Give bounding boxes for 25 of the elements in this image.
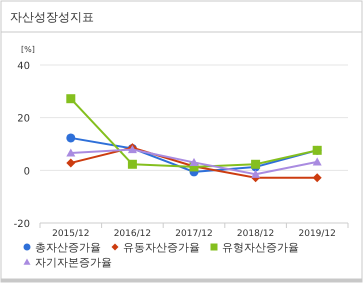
y-tick-label: 0 [24, 166, 30, 178]
y-tick-label: -20 [14, 219, 30, 230]
legend-label: 유동자산증가율 [123, 241, 200, 254]
x-tick-label: 2016/12 [114, 229, 152, 239]
x-tick-label: 2017/12 [175, 229, 213, 239]
point [190, 158, 198, 166]
chart-title: 자산성장성지표 [10, 10, 94, 24]
y-tick-label: 40 [17, 61, 30, 72]
point [128, 160, 137, 169]
point [312, 157, 322, 166]
point [66, 133, 76, 142]
y-tick-label: 20 [17, 114, 30, 125]
point [66, 148, 76, 157]
legend-label: 자기자본증가율 [35, 256, 112, 269]
point [251, 170, 260, 178]
point [251, 160, 260, 169]
legend-label: 유형자산증가율 [222, 241, 299, 254]
point [312, 173, 322, 182]
x-tick-label: 2019/12 [298, 229, 336, 239]
point [66, 158, 76, 168]
point [66, 94, 76, 104]
x-tick-label: 2018/12 [236, 229, 274, 239]
x-tick-label: 2015/12 [52, 229, 90, 239]
legend-label: 총자산증가율 [35, 241, 101, 254]
y-axis-title: [%] [21, 45, 35, 54]
